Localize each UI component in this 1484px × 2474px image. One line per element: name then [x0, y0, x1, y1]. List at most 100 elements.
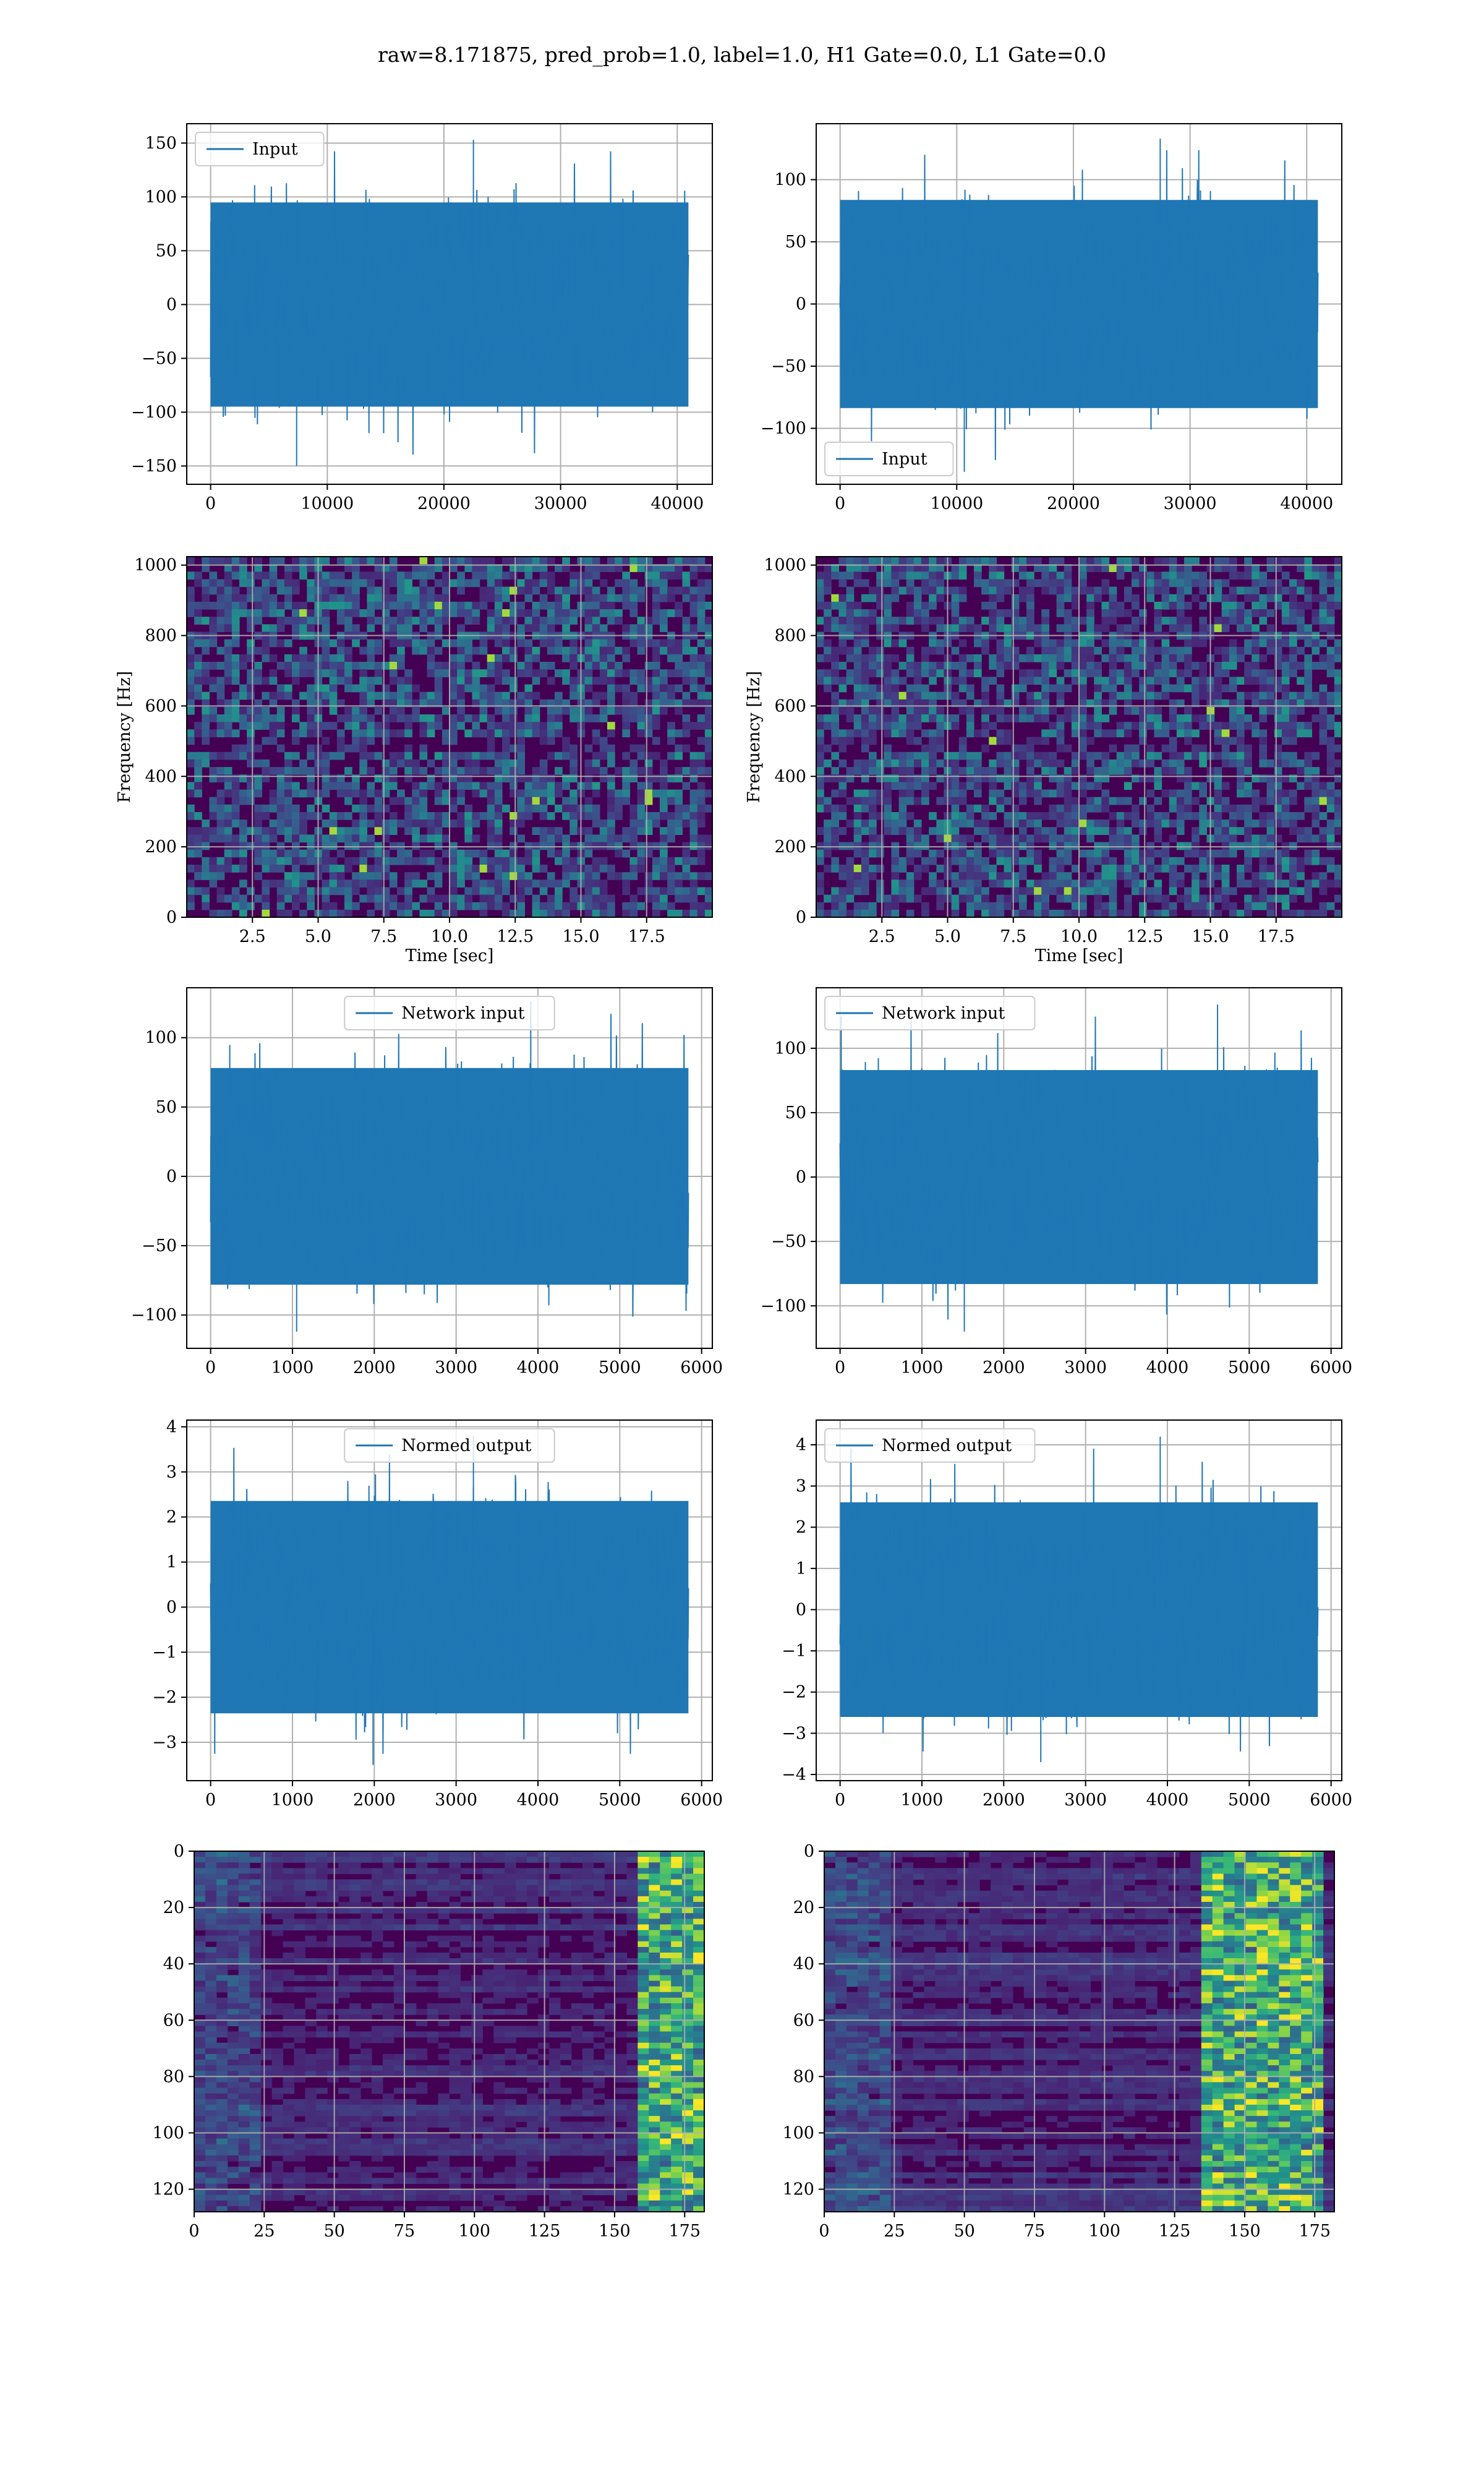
l1-spectrogram-cell	[913, 827, 922, 835]
h1-spectrogram-cell	[216, 594, 225, 602]
l1-spectrogram-cell	[1094, 767, 1102, 775]
h1-spectrogram-cell	[532, 782, 540, 790]
l1-spectrogram-cell	[913, 759, 922, 768]
h1-spectrogram-cell	[644, 684, 653, 693]
l1-spectrogram-cell	[1266, 880, 1275, 888]
h1-spectrogram-cell	[689, 880, 698, 888]
l1-spectrogram-cell	[1281, 751, 1290, 760]
h1-spectrogram-cell	[517, 804, 526, 813]
h1-spectrogram-cell	[562, 744, 570, 753]
h1-spectrogram-cell	[682, 811, 691, 820]
panels: 0 10000 20000 30000 40000−150−100−5005010015…	[115, 123, 1352, 2241]
h1-spectrogram-cell	[239, 662, 247, 670]
h1-normed-output-ytick-label: −3	[152, 1733, 177, 1752]
l1-spectrogram-cell	[921, 684, 929, 693]
h1-spectrogram-cell	[652, 842, 660, 850]
l1-spectrogram-cell	[936, 579, 945, 588]
h1-spectrogram-cell	[269, 849, 278, 858]
h1-spectrogram-cell	[457, 684, 465, 693]
l1-spectrogram-cell	[1004, 834, 1012, 843]
h1-spectrogram-cell	[434, 557, 443, 565]
l1-spectrogram-cell	[1064, 811, 1072, 820]
h1-spectrogram-cell	[457, 601, 465, 610]
l1-spectrogram-cell	[1161, 744, 1170, 753]
h1-spectrogram-cell	[517, 557, 526, 565]
l1-spectrogram-cell	[869, 834, 877, 843]
h1-spectrogram-cell	[247, 842, 255, 850]
l1-spectrogram-cell	[1244, 669, 1252, 677]
h1-spectrogram-cell	[307, 849, 315, 858]
l1-spectrogram-cell	[1161, 820, 1170, 828]
h1-spectrogram-cell	[419, 849, 428, 858]
h1-spectrogram-cell	[367, 699, 375, 708]
h1-spectrogram-cell	[202, 751, 210, 760]
l1-spectrogram-cell	[1116, 601, 1125, 610]
h1-normed-output-xtick-label: 4000	[517, 1791, 560, 1810]
l1-spectrogram-cell	[1244, 722, 1252, 730]
l1-spectrogram-cell	[1281, 797, 1290, 805]
l1-input-ytick-label: 100	[774, 170, 806, 189]
h1-spectrogram-cell	[697, 849, 706, 858]
l1-spectrogram-cell	[1184, 751, 1192, 760]
l1-spectrogram-cell	[913, 797, 922, 805]
l1-spectrogram-cell	[898, 857, 907, 865]
l1-spectrogram-cell	[936, 691, 945, 700]
h1-spectrogram-cell	[532, 601, 540, 610]
l1-spectrogram-cell	[869, 722, 877, 730]
l1-spectrogram-cell	[913, 586, 922, 595]
l1-spectrogram-cell	[891, 864, 900, 873]
h1-spectrogram-cell	[209, 909, 218, 918]
h1-spectrogram-cell	[450, 639, 458, 648]
h1-spectrogram-cell	[524, 646, 533, 655]
l1-spectrogram-cell	[966, 617, 974, 625]
h1-spectrogram-cell	[389, 729, 398, 738]
l1-spectrogram-cell	[824, 820, 832, 828]
h1-spectrogram-cell	[697, 714, 706, 722]
h1-spectrogram-cell	[539, 827, 548, 835]
h1-spectrogram-cell	[434, 594, 443, 602]
l1-spectrogram-cell	[989, 557, 997, 565]
l1-spectrogram-cell	[898, 699, 907, 708]
h1-spectrogram-cell	[187, 557, 195, 565]
h1-spectrogram-cell	[276, 797, 285, 805]
h1-spectrogram-cell	[644, 774, 653, 782]
h1-spectrogram-cell	[262, 646, 270, 655]
h1-spectrogram-cell	[562, 849, 570, 858]
l1-spectrogram-cell	[884, 751, 892, 760]
l1-spectrogram-cell	[898, 571, 907, 580]
h1-spectrogram-cell	[292, 834, 300, 843]
h1-spectrogram-cell	[434, 699, 443, 708]
l1-spectrogram-cell	[936, 586, 945, 595]
l1-spectrogram-cell	[1169, 744, 1177, 753]
h1-spectrogram-cell	[224, 722, 232, 730]
l1-spectrogram-cell	[906, 774, 915, 782]
l1-spectrogram-cell	[1184, 624, 1192, 633]
h1-spectrogram-cell	[675, 827, 683, 835]
h1-spectrogram-cell	[637, 902, 646, 910]
h1-spectrogram-cell	[494, 797, 503, 805]
h1-spectrogram-cell	[569, 609, 578, 617]
l1-spectrogram-cell	[869, 586, 877, 595]
h1-spectrogram-cell	[532, 609, 540, 617]
l1-spectrogram-cell	[996, 571, 1005, 580]
l1-spectrogram-cell	[846, 880, 855, 888]
h1-spectrogram-cell	[397, 662, 405, 670]
l1-spectrogram-cell	[906, 797, 915, 805]
l1-spectrogram-cell	[1221, 759, 1230, 768]
h1-spectrogram-cell	[404, 609, 412, 617]
l1-spectrogram-cell	[1169, 820, 1177, 828]
l1-spectrogram-cell	[1132, 557, 1140, 565]
h1-spectrogram-cell	[202, 646, 210, 655]
h1-spectrogram-cell	[682, 624, 691, 633]
h1-spectrogram-cell	[644, 729, 653, 738]
h1-spectrogram-cell	[344, 586, 352, 595]
h1-spectrogram-cell	[404, 684, 412, 693]
l1-spectrogram-cell	[906, 617, 915, 625]
l1-spectrogram-cell	[1252, 586, 1260, 595]
h1-spectrogram-cell	[254, 714, 263, 722]
h1-spectrogram-cell	[231, 699, 240, 708]
l1-spectrogram-cell	[1161, 849, 1170, 858]
h1-spectrogram-cell	[494, 759, 503, 768]
l1-spectrogram-cell	[1094, 557, 1102, 565]
h1-spectrogram-cell	[652, 789, 660, 798]
